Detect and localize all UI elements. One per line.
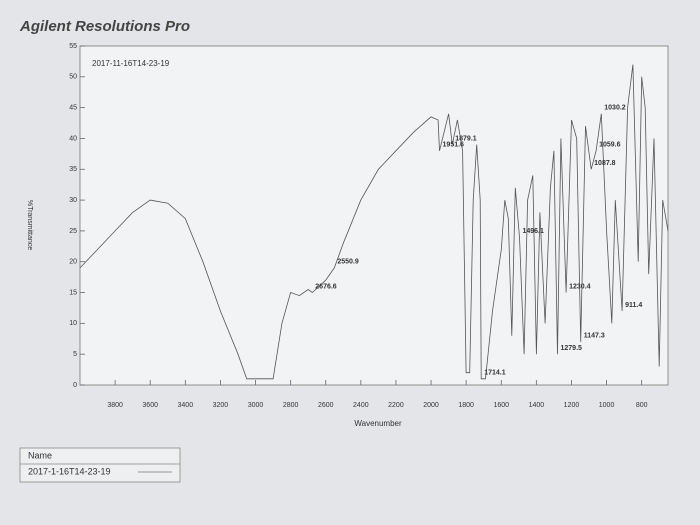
x-tick-label: 3600	[142, 402, 158, 409]
peak-label: 1059.6	[599, 142, 621, 149]
x-tick-label: 3800	[107, 402, 123, 409]
chart-title: Agilent Resolutions Pro	[19, 18, 190, 35]
peak-label: 1030.2	[604, 105, 626, 112]
peak-label: 1879.1	[455, 135, 477, 142]
y-tick-label: 0	[73, 382, 77, 389]
peak-label: 1714.1	[484, 370, 506, 377]
y-tick-label: 50	[69, 74, 77, 81]
y-tick-label: 40	[69, 135, 77, 142]
peak-label: 1230.4	[569, 283, 591, 290]
plot-frame	[79, 45, 669, 386]
x-axis-label: Wavenumber	[354, 419, 402, 428]
x-tick-label: 1600	[493, 402, 509, 409]
y-tick-label: 25	[69, 228, 77, 235]
x-tick-label: 1000	[599, 402, 615, 409]
peak-label: 911.4	[625, 302, 642, 309]
peak-label: 1087.8	[594, 160, 616, 167]
x-tick-label: 2600	[318, 402, 334, 409]
table-cell: 2017-1-16T14-23-19	[28, 466, 111, 476]
x-tick-label: 2000	[423, 402, 439, 409]
y-tick-label: 55	[69, 43, 77, 50]
peak-label: 1951.6	[443, 142, 465, 149]
x-tick-label: 1800	[458, 402, 474, 409]
y-tick-label: 20	[69, 259, 77, 266]
x-tick-label: 2400	[353, 402, 369, 409]
y-tick-label: 45	[69, 104, 77, 111]
table-header: Name	[28, 450, 52, 460]
x-tick-label: 2200	[388, 402, 404, 409]
x-tick-label: 1400	[529, 402, 545, 409]
y-tick-label: 30	[69, 197, 77, 204]
x-tick-label: 3000	[248, 402, 264, 409]
spectrum-line	[79, 64, 669, 380]
peak-label: 2550.9	[337, 259, 359, 266]
x-tick-label: 2800	[283, 402, 299, 409]
chart-subtitle: 2017-11-16T14-23-19	[92, 59, 170, 68]
peak-label: 1147.3	[584, 333, 605, 340]
x-tick-label: 3400	[178, 402, 194, 409]
y-tick-label: 10	[69, 320, 77, 327]
name-table	[19, 447, 181, 483]
x-tick-label: 800	[636, 402, 648, 409]
y-tick-label: 35	[69, 166, 77, 173]
peak-label: 1496.1	[522, 228, 544, 235]
peak-label: 1279.5	[561, 345, 583, 352]
x-tick-label: 3200	[213, 402, 229, 409]
x-tick-label: 1200	[564, 402, 580, 409]
y-axis-label: %Transmittance	[26, 200, 33, 250]
y-tick-label: 15	[69, 289, 77, 296]
peak-label: 2676.6	[315, 283, 337, 290]
y-tick-label: 5	[73, 351, 77, 358]
